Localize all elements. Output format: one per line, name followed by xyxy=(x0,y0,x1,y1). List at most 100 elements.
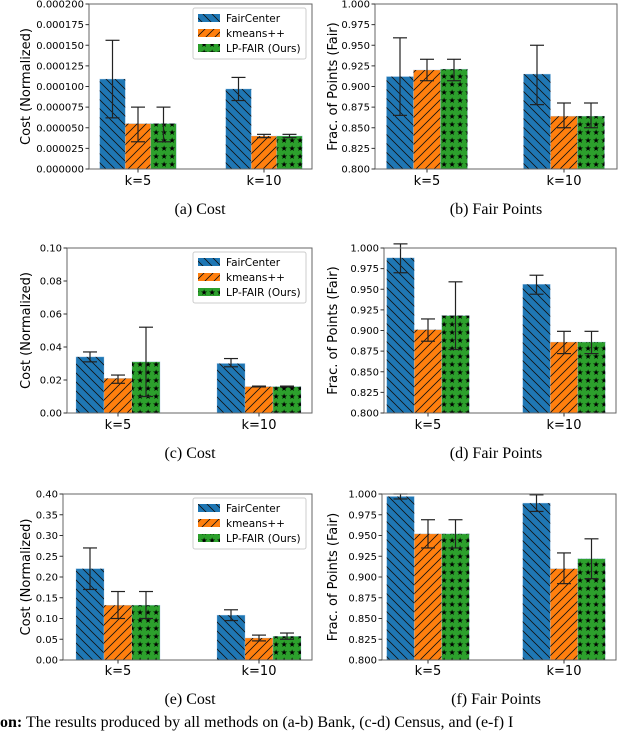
y-tick-label: 0.875 xyxy=(350,347,379,358)
y-tick-label: 0.000050 xyxy=(36,123,84,134)
x-tick-label: k=10 xyxy=(242,664,277,679)
y-tick-label: 0.000150 xyxy=(36,41,84,52)
legend-label: kmeans++ xyxy=(226,272,285,284)
y-tick-label: 0.800 xyxy=(341,165,370,176)
legend-swatch-hatch xyxy=(198,14,220,22)
caption-text: The results produced by all methods on (… xyxy=(22,714,514,731)
y-axis-label: Frac. of Points (Fair) xyxy=(326,266,341,394)
x-tick-label: k=5 xyxy=(415,418,442,433)
y-tick-label: 0.950 xyxy=(341,41,370,52)
chart-b: 0.800 0.825 0.850 0.875 0.900 0.925 0.950 0.975… xyxy=(326,0,618,218)
bar-hatch xyxy=(441,533,470,660)
bars xyxy=(75,568,302,660)
chart-a: 0.000000 0.000025 0.000050 0.000075 0.000100… xyxy=(19,0,313,218)
bar-hatch xyxy=(413,70,441,169)
caption-lead: on: xyxy=(0,714,23,731)
bar-hatch xyxy=(386,496,415,660)
y-tick-label: 0.925 xyxy=(341,61,370,72)
legend: FairCenter kmeans++ LP-FAIR (Ours) xyxy=(192,251,307,304)
y-tick-label: 0.925 xyxy=(348,552,377,563)
y-tick-label: 0.40 xyxy=(36,490,58,501)
y-tick-label: 1.000 xyxy=(348,490,377,501)
bar-hatch xyxy=(414,329,442,413)
legend-label: kmeans++ xyxy=(226,28,285,40)
x-tick-label: k=10 xyxy=(242,418,277,433)
bars xyxy=(99,78,303,169)
y-tick-label: 0.08 xyxy=(40,277,62,288)
y-tick-label: 0.00 xyxy=(40,409,62,420)
y-tick-label: 0.800 xyxy=(350,409,379,420)
subplot-caption: (a) Cost xyxy=(174,201,226,218)
bar-hatch xyxy=(276,136,303,169)
bar-hatch xyxy=(440,69,468,169)
bar-hatch xyxy=(225,88,252,169)
bar-hatch xyxy=(273,636,301,660)
subplot-caption: (b) Fair Points xyxy=(450,201,542,218)
y-tick-label: 0.850 xyxy=(348,614,377,625)
y-tick-label: 0.10 xyxy=(40,244,62,255)
x-tick-label: k=5 xyxy=(105,664,132,679)
y-tick-label: 0.35 xyxy=(36,510,58,521)
y-tick-label: 0.825 xyxy=(341,144,370,155)
y-tick-label: 0.925 xyxy=(350,305,379,316)
x-tick-label: k=10 xyxy=(247,174,282,189)
y-tick-label: 1.000 xyxy=(350,244,379,255)
y-tick-label: 0.000175 xyxy=(36,20,84,31)
y-tick-label: 0.000200 xyxy=(36,0,84,11)
y-tick-label: 0.04 xyxy=(40,343,62,354)
legend-swatch-hatch xyxy=(198,504,220,512)
subplot-caption: (e) Cost xyxy=(164,691,216,708)
subplot-caption: (f) Fair Points xyxy=(451,691,541,708)
y-tick-label: 0.000125 xyxy=(36,61,84,72)
bar-hatch xyxy=(522,284,551,413)
y-tick-label: 0.975 xyxy=(341,20,370,31)
chart-f: 0.800 0.825 0.850 0.875 0.900 0.925 0.950 0.975… xyxy=(326,490,617,708)
legend-label: FairCenter xyxy=(226,503,281,515)
bars xyxy=(386,257,606,413)
y-axis-label: Cost (Normalized) xyxy=(19,28,34,145)
legend-label: kmeans++ xyxy=(226,518,285,530)
y-tick-label: 0.20 xyxy=(36,573,58,584)
bar-hatch xyxy=(386,257,415,413)
bar-hatch xyxy=(251,136,277,169)
y-tick-label: 0.900 xyxy=(341,82,370,93)
legend-swatch-hatch xyxy=(198,44,220,52)
y-tick-label: 0.000075 xyxy=(36,103,84,114)
x-tick-label: k=5 xyxy=(415,664,442,679)
bar-hatch xyxy=(522,503,551,660)
bar-hatch xyxy=(245,638,273,660)
legend-swatch-hatch xyxy=(198,519,220,527)
x-tick-label: k=10 xyxy=(547,664,582,679)
y-tick-label: 0.825 xyxy=(350,388,379,399)
legend-box xyxy=(192,497,307,550)
y-tick-label: 0.000100 xyxy=(36,82,84,93)
legend-swatch-hatch xyxy=(198,534,220,542)
y-tick-label: 0.875 xyxy=(348,593,377,604)
legend-box xyxy=(192,251,307,304)
subplot-caption: (d) Fair Points xyxy=(450,445,542,462)
legend: FairCenter kmeans++ LP-FAIR (Ours) xyxy=(192,7,307,60)
y-tick-label: 0.900 xyxy=(348,573,377,584)
legend-label: LP-FAIR (Ours) xyxy=(226,533,301,545)
bar-hatch xyxy=(414,533,442,660)
chart-d: 0.800 0.825 0.850 0.875 0.900 0.925 0.950 0.975… xyxy=(326,243,617,462)
legend-label: LP-FAIR (Ours) xyxy=(226,43,301,55)
y-axis-label: Frac. of Points (Fair) xyxy=(326,22,341,150)
bar-hatch xyxy=(217,363,245,413)
y-axis-label: Cost (Normalized) xyxy=(19,519,34,636)
y-tick-label: 0.900 xyxy=(350,326,379,337)
y-tick-label: 0.825 xyxy=(348,635,377,646)
y-tick-label: 0.800 xyxy=(348,656,377,667)
bars xyxy=(386,68,605,169)
y-tick-label: 0.06 xyxy=(40,310,62,321)
bars xyxy=(75,356,302,413)
y-tick-label: 0.950 xyxy=(350,285,379,296)
x-tick-label: k=10 xyxy=(547,174,582,189)
legend-label: FairCenter xyxy=(226,13,281,25)
x-tick-label: k=5 xyxy=(105,418,132,433)
y-tick-label: 0.02 xyxy=(40,376,62,387)
y-tick-label: 1.000 xyxy=(341,0,370,11)
bar-hatch xyxy=(104,378,132,413)
figure-caption: on: The results produced by all methods … xyxy=(0,714,513,732)
